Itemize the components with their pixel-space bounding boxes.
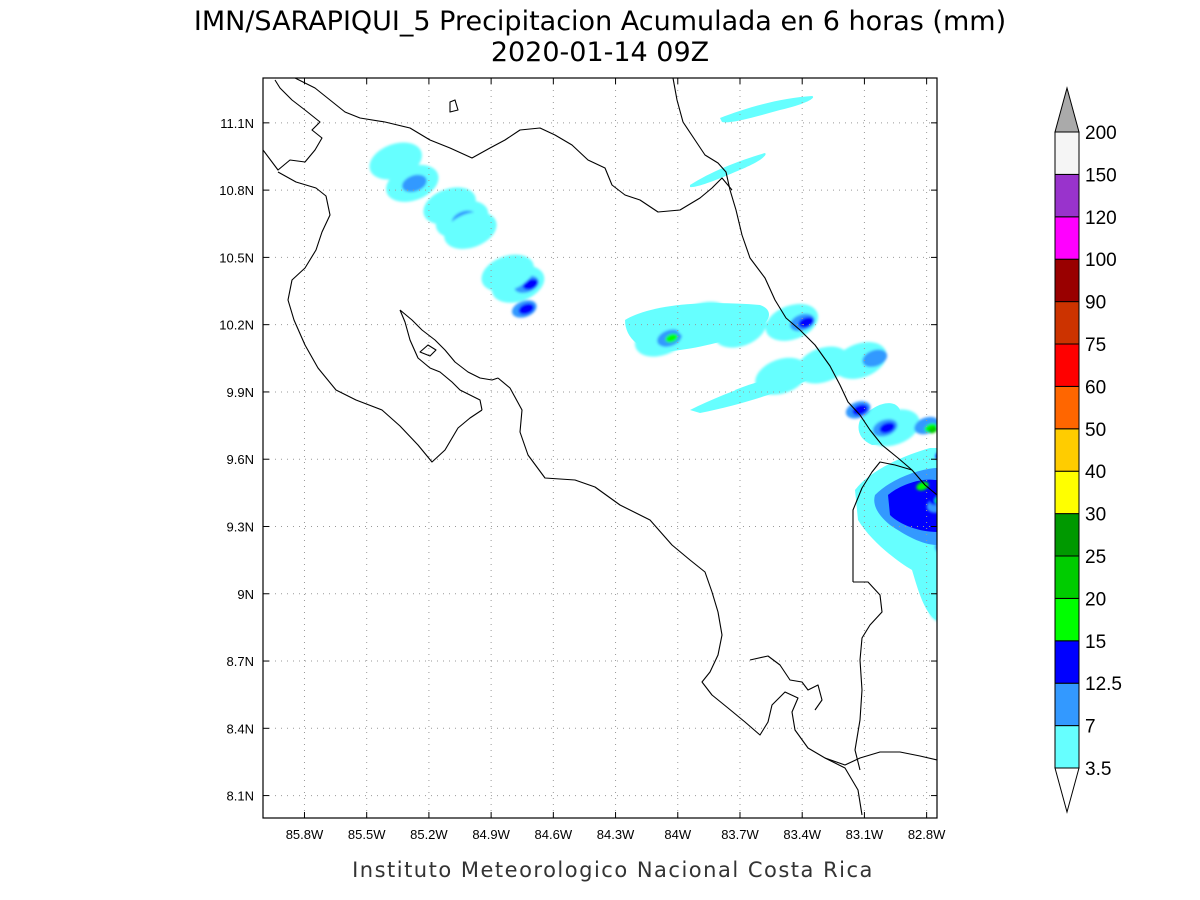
precip-cell	[952, 509, 967, 521]
colorbar-swatch	[1054, 597, 1080, 642]
precip-band-north-2	[690, 153, 766, 188]
colorbar-label: 7	[1085, 717, 1096, 738]
precip-cell	[938, 500, 949, 509]
x-tick-label: 84W	[664, 827, 691, 842]
x-tick-label: 84.6W	[535, 827, 573, 842]
x-tick-label: 83.1W	[846, 827, 884, 842]
precip-band-north	[720, 96, 814, 123]
y-tick-label: 8.4N	[227, 721, 254, 736]
colorbar-swatch	[1054, 682, 1080, 727]
colorbar-label: 200	[1085, 123, 1117, 144]
colorbar-label: 100	[1085, 250, 1117, 271]
colorbar-swatch	[1054, 428, 1080, 472]
x-tick-label: 85.5W	[348, 827, 386, 842]
x-tick-label: 83.4W	[783, 827, 821, 842]
colorbar-swatch	[1054, 131, 1080, 175]
caribbean-coastline	[672, 78, 937, 496]
y-tick-label: 9.6N	[227, 452, 254, 467]
y-tick-label: 10.8N	[219, 183, 254, 198]
precip-cell	[518, 303, 535, 315]
precip-cell	[522, 278, 539, 290]
precip-cell	[944, 501, 951, 507]
golfo-dulce-coast	[749, 655, 937, 766]
precip-cell	[665, 333, 678, 343]
colorbar-swatch	[1054, 216, 1080, 260]
colorbar-swatch	[1054, 555, 1080, 599]
colorbar-under-arrow	[1054, 767, 1080, 814]
colorbar-label: 40	[1085, 462, 1106, 483]
y-tick-label: 11.1N	[220, 116, 254, 131]
map-plot-area: 85.8W 85.5W 85.2W 84.9W 84.6W 84.3W 84W 83.7W 83…	[219, 77, 967, 842]
y-tick-label: 9.3N	[227, 519, 254, 534]
y-tick-label: 9N	[237, 587, 254, 602]
lake-nicaragua-shore	[294, 78, 733, 213]
precip-cell	[402, 174, 427, 193]
map-title-line2: 2020-01-14 09Z	[491, 37, 709, 68]
precip-cell	[862, 349, 888, 368]
footer-credit: Instituto Meteorologico Nacional Costa R…	[352, 858, 874, 882]
colorbar-swatch	[1054, 301, 1080, 345]
colorbar-label: 60	[1085, 377, 1106, 398]
x-tick-label: 83.7W	[721, 827, 759, 842]
colorbar-label: 50	[1085, 420, 1106, 441]
gulf-nicoya-island	[419, 344, 437, 357]
x-tick-label: 84.9W	[472, 827, 510, 842]
y-tick-label: 8.1N	[227, 789, 254, 804]
map-title-line1: IMN/SARAPIQUI_5 Precipitacion Acumulada …	[194, 6, 1006, 37]
y-tick-label: 10.2N	[219, 318, 254, 333]
precip-cell	[929, 494, 937, 506]
x-tick-label: 84.3W	[597, 827, 635, 842]
colorbar-swatch	[1054, 173, 1080, 218]
colorbar-label: 150	[1085, 165, 1117, 186]
precip-cell	[916, 481, 929, 491]
precip-band-southeast-core	[888, 479, 937, 532]
precip-cell	[481, 254, 534, 292]
colorbar-label: 3.5	[1085, 759, 1111, 780]
colorbar-label: 25	[1085, 547, 1106, 568]
precip-cell	[755, 357, 808, 395]
x-tick-label: 82.8W	[908, 827, 946, 842]
precip-cell	[798, 316, 815, 328]
colorbar-label: 90	[1085, 293, 1106, 314]
colorbar-label: 75	[1085, 335, 1106, 356]
colorbar-swatch	[1054, 258, 1080, 303]
y-tick-label: 8.7N	[227, 654, 254, 669]
coastlines	[263, 78, 937, 816]
precip-cell	[950, 482, 965, 494]
precip-cell	[928, 426, 937, 434]
y-tick-label: 10.5N	[219, 250, 254, 265]
x-tick-label: 85.8W	[286, 827, 324, 842]
colorbar-swatch	[1054, 640, 1080, 684]
x-tick-label: 85.2W	[410, 827, 448, 842]
panama-border	[852, 461, 913, 771]
colorbar-label: 120	[1085, 208, 1117, 229]
pacific-coastline	[263, 79, 863, 816]
precip-cells	[369, 142, 967, 624]
colorbar-swatch	[1054, 725, 1080, 769]
grid-lines	[263, 78, 937, 818]
colorbar-swatch	[1054, 343, 1080, 387]
precip-cell	[444, 211, 497, 249]
colorbar-over-arrow	[1054, 86, 1080, 133]
y-tick-label: 9.9N	[227, 385, 254, 400]
colorbar-label: 12.5	[1085, 674, 1122, 695]
plot-background	[263, 78, 937, 818]
precip-cell	[852, 404, 868, 416]
precip-cell	[879, 422, 895, 434]
precip-cell	[956, 483, 963, 489]
precip-cell	[369, 142, 422, 180]
colorbar-swatch	[1054, 513, 1080, 557]
precip-cell	[796, 346, 850, 384]
lake-island	[449, 99, 459, 113]
colorbar-swatch	[1054, 470, 1080, 515]
plot-frame	[262, 77, 938, 819]
colorbar-label: 30	[1085, 505, 1106, 526]
precip-cell	[713, 310, 767, 348]
colorbar-label: 15	[1085, 632, 1106, 653]
axis-ticks: 85.8W 85.5W 85.2W 84.9W 84.6W 84.3W 84W 83.7W 83…	[219, 78, 946, 842]
colorbar-swatch	[1054, 385, 1080, 430]
colorbar: 3.5 7 12.5 15 20 25 30 40 50 60 75 90 100 120 150 200	[1054, 86, 1122, 814]
colorbar-label: 20	[1085, 589, 1106, 610]
